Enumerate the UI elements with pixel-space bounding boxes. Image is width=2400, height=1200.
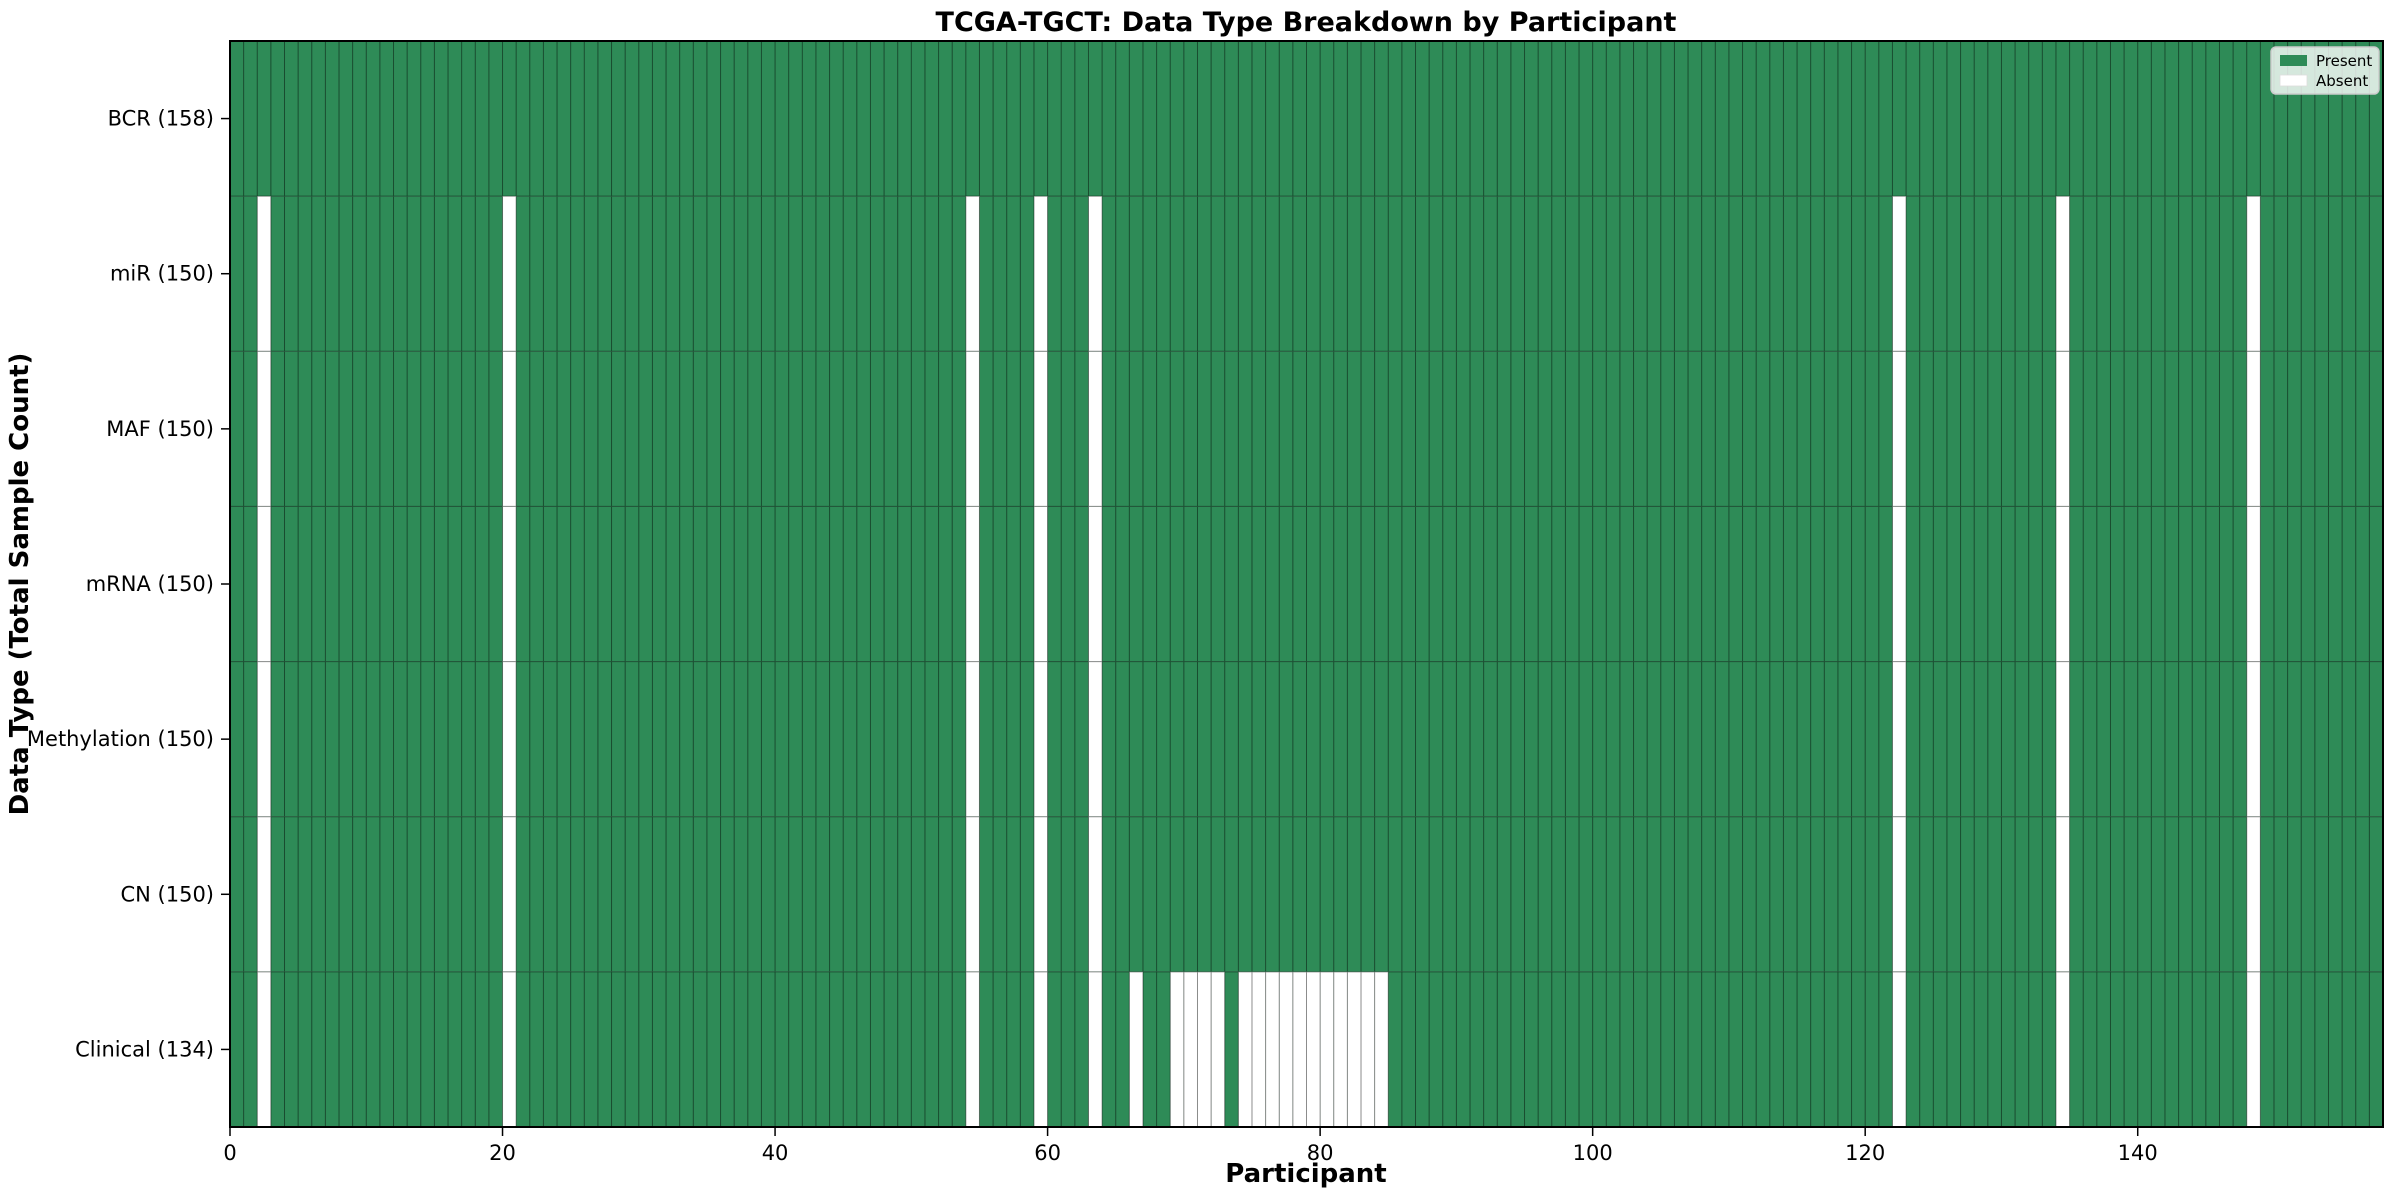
legend-label-absent: Absent — [2316, 72, 2368, 90]
cell-absent — [1088, 661, 1103, 817]
x-tick-label: 20 — [489, 1141, 516, 1165]
legend-label-present: Present — [2316, 52, 2372, 70]
cell-absent — [1033, 661, 1048, 817]
cell-absent — [257, 351, 271, 507]
cell-absent — [2246, 351, 2261, 507]
cell-absent — [1892, 971, 1907, 1127]
cell-absent — [1211, 971, 1225, 1127]
chart-title: TCGA-TGCT: Data Type Breakdown by Partic… — [936, 7, 1677, 38]
y-tick-label: CN (150) — [120, 882, 214, 906]
x-tick-label: 120 — [1845, 1141, 1885, 1165]
cell-absent — [1088, 971, 1103, 1127]
cell-absent — [1265, 971, 1280, 1127]
cell-absent — [502, 816, 517, 972]
cell-absent — [1892, 661, 1907, 817]
cell-absent — [257, 971, 271, 1127]
cell-absent — [1238, 971, 1252, 1127]
cell-absent — [257, 816, 271, 972]
cell-absent — [2246, 196, 2261, 352]
legend-swatch-present — [2280, 55, 2307, 66]
row-present-band — [230, 661, 2383, 817]
cell-absent — [2246, 661, 2261, 817]
cell-absent — [965, 816, 980, 972]
cell-absent — [1129, 971, 1143, 1127]
y-tick-label: Methylation (150) — [27, 727, 214, 751]
cell-absent — [1088, 351, 1103, 507]
cell-absent — [965, 196, 980, 352]
cell-absent — [1251, 971, 1266, 1127]
cell-absent — [1892, 351, 1907, 507]
cell-absent — [1361, 971, 1375, 1127]
cell-absent — [257, 661, 271, 817]
cell-absent — [1320, 971, 1334, 1127]
x-tick-label: 60 — [1034, 1141, 1061, 1165]
cell-absent — [502, 661, 517, 817]
x-tick-label: 100 — [1573, 1141, 1613, 1165]
row-present-band — [230, 816, 2383, 972]
cell-absent — [965, 506, 980, 662]
cell-absent — [965, 661, 980, 817]
cell-absent — [1033, 196, 1048, 352]
cell-absent — [1033, 351, 1048, 507]
y-tick-label: mRNA (150) — [86, 572, 214, 596]
x-tick-label: 0 — [223, 1141, 236, 1165]
x-tick-label: 40 — [762, 1141, 789, 1165]
cell-absent — [1892, 506, 1907, 662]
y-tick-label: Clinical (134) — [75, 1037, 214, 1061]
cell-absent — [2055, 196, 2070, 352]
cell-absent — [502, 196, 517, 352]
cell-absent — [1033, 971, 1048, 1127]
cell-absent — [965, 351, 980, 507]
cell-absent — [2246, 506, 2261, 662]
legend: Present Absent — [2270, 46, 2380, 95]
cell-absent — [1088, 506, 1103, 662]
row-present-band — [230, 506, 2383, 662]
cell-absent — [1892, 816, 1907, 972]
y-tick-label: BCR (158) — [108, 107, 214, 131]
cell-absent — [1033, 816, 1048, 972]
cell-absent — [1170, 971, 1184, 1127]
grid-lines — [230, 41, 2383, 1127]
y-axis-label: Data Type (Total Sample Count) — [5, 353, 35, 816]
cell-absent — [1333, 971, 1348, 1127]
cell-absent — [1892, 196, 1907, 352]
row-present-band — [230, 41, 2383, 197]
cell-absent — [502, 351, 517, 507]
y-axis-ticks: BCR (158) miR (150) MAF (150) mRNA (150) Met… — [27, 107, 230, 1061]
y-tick-label: miR (150) — [110, 262, 214, 286]
row-present-band — [230, 196, 2383, 352]
cell-absent — [502, 971, 517, 1127]
cell-absent — [502, 506, 517, 662]
cell-absent — [1033, 506, 1048, 662]
cell-absent — [1374, 971, 1389, 1127]
heatmap-cells — [230, 41, 2383, 1127]
cell-absent — [2055, 816, 2070, 972]
x-axis-label: Participant — [1225, 1159, 1386, 1189]
cell-absent — [2055, 971, 2070, 1127]
cell-absent — [1292, 971, 1307, 1127]
cell-absent — [257, 196, 271, 352]
cell-absent — [1088, 196, 1103, 352]
cell-absent — [1088, 816, 1103, 972]
cell-absent — [1183, 971, 1198, 1127]
cell-absent — [257, 506, 271, 662]
cell-absent — [1347, 971, 1362, 1127]
cell-absent — [2246, 971, 2261, 1127]
cell-absent — [2246, 816, 2261, 972]
y-tick-label: MAF (150) — [106, 417, 214, 441]
x-tick-label: 80 — [1307, 1141, 1334, 1165]
cell-absent — [1279, 971, 1293, 1127]
cell-absent — [1306, 971, 1321, 1127]
cell-absent — [2055, 351, 2070, 507]
cell-absent — [1197, 971, 1212, 1127]
cell-absent — [2055, 661, 2070, 817]
legend-swatch-absent — [2279, 74, 2308, 87]
x-tick-label: 140 — [2118, 1141, 2158, 1165]
row-present-band — [230, 351, 2383, 507]
cell-absent — [2055, 506, 2070, 662]
cell-absent — [965, 971, 980, 1127]
x-axis-ticks: 0 20 40 60 80 100 120 140 — [223, 1127, 2158, 1165]
